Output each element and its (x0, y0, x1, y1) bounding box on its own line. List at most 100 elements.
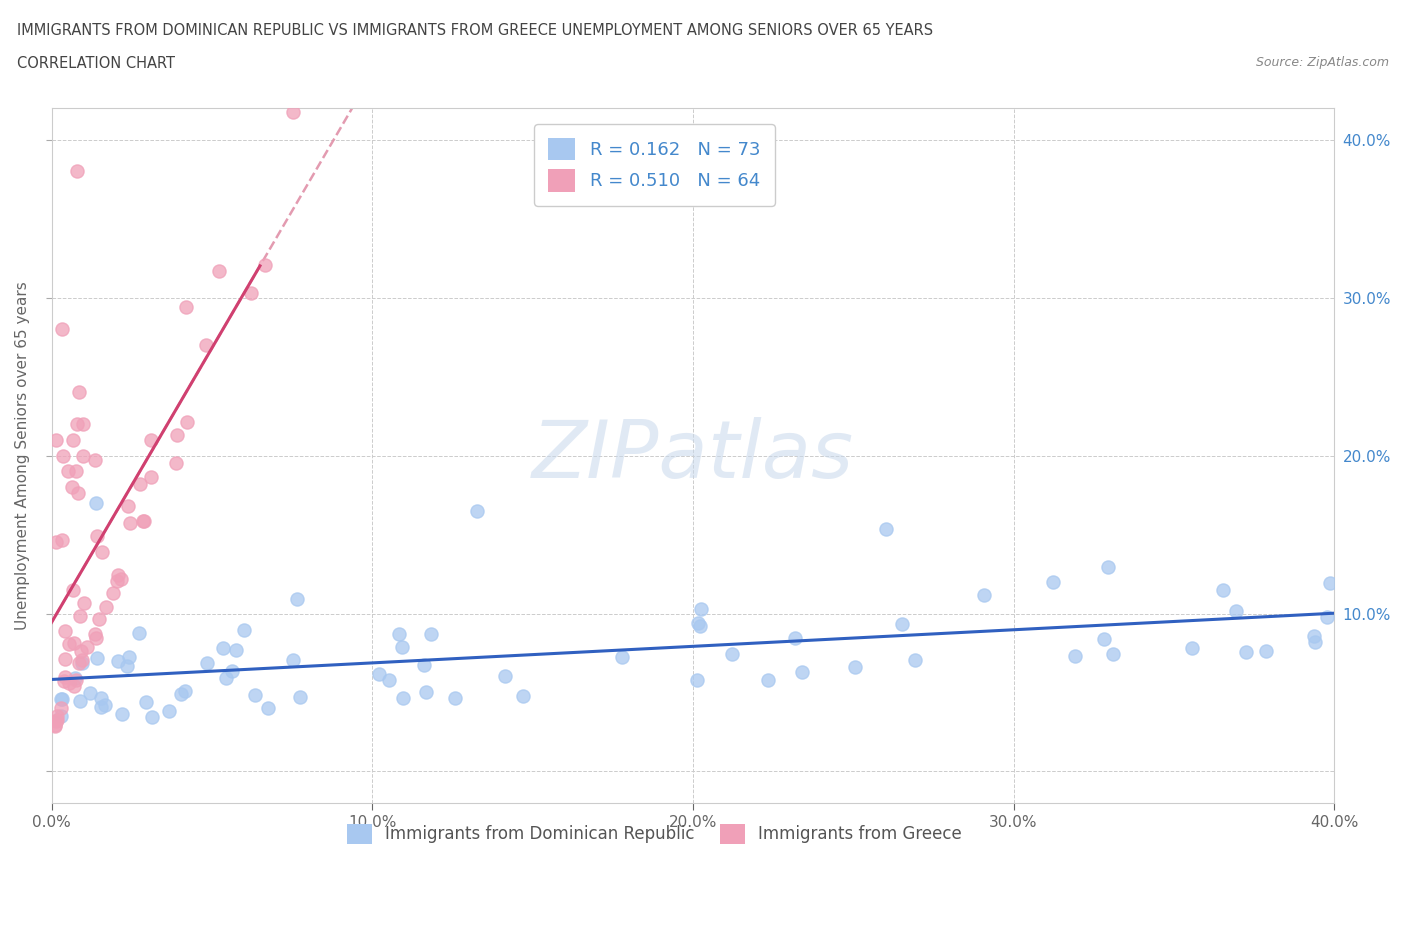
Point (243, 687, 266, 702)
Point (756, 673, 779, 688)
Point (904, 653, 927, 668)
Point (169, 687, 191, 702)
Text: IMMIGRANTS FROM DOMINICAN REPUBLIC VS IMMIGRANTS FROM GREECE UNEMPLOYMENT AMONG : IMMIGRANTS FROM DOMINICAN REPUBLIC VS IM… (17, 23, 934, 38)
Point (105, 573, 128, 588)
Point (211, 641, 233, 656)
Point (84, 626, 107, 641)
Point (111, 707, 134, 722)
Point (721, 646, 744, 661)
Point (208, 264, 231, 279)
Point (239, 286, 262, 301)
Point (141, 709, 163, 724)
Point (62, 432, 84, 447)
Point (225, 643, 247, 658)
Point (84, 453, 107, 468)
Point (174, 299, 197, 314)
Point (288, 689, 311, 704)
Point (415, 684, 437, 699)
Point (128, 476, 150, 491)
Point (176, 415, 198, 430)
Point (52, 448, 75, 463)
Point (117, 658, 139, 673)
Point (55, 651, 77, 666)
Point (285, 591, 308, 606)
Point (67, 485, 90, 500)
Point (1319, 576, 1341, 591)
Point (62, 582, 84, 597)
Point (84, 496, 107, 511)
Point (132, 513, 155, 528)
Point (90, 690, 112, 705)
Point (1225, 604, 1247, 618)
Point (86, 650, 108, 665)
Point (79, 685, 101, 700)
Point (444, 691, 467, 706)
Point (1316, 610, 1339, 625)
Point (512, 688, 534, 703)
Point (1181, 641, 1204, 656)
Point (70, 644, 93, 658)
Point (166, 428, 188, 443)
Point (107, 654, 129, 669)
Point (1212, 582, 1234, 597)
Point (1256, 644, 1278, 658)
Point (45, 432, 67, 447)
Point (283, 653, 305, 668)
Point (197, 656, 219, 671)
Point (53, 670, 76, 684)
Point (76, 640, 98, 655)
Point (65, 672, 87, 687)
Point (785, 631, 807, 645)
Point (72, 448, 94, 463)
Point (94, 698, 117, 713)
Point (60, 480, 83, 495)
Point (173, 684, 195, 698)
Point (221, 663, 243, 678)
Point (844, 659, 866, 674)
Point (101, 586, 124, 601)
Point (53, 623, 76, 638)
Point (90, 544, 112, 559)
Point (58, 675, 80, 690)
Point (118, 649, 141, 664)
Point (419, 626, 441, 641)
Point (69, 694, 91, 709)
Point (1302, 629, 1324, 644)
Point (367, 667, 389, 682)
Point (1097, 560, 1119, 575)
Point (44, 717, 66, 732)
Point (70, 652, 93, 667)
Point (62, 679, 84, 694)
Point (141, 432, 163, 447)
Point (233, 623, 256, 638)
Point (139, 470, 162, 485)
Point (63, 671, 86, 685)
Point (1092, 631, 1115, 646)
Point (51, 533, 73, 548)
Point (686, 616, 709, 631)
Point (128, 625, 150, 640)
Point (388, 627, 411, 642)
Text: Source: ZipAtlas.com: Source: ZipAtlas.com (1256, 56, 1389, 69)
Point (51, 692, 73, 707)
Point (689, 618, 711, 633)
Point (70, 656, 93, 671)
Point (69, 656, 91, 671)
Point (254, 258, 277, 272)
Point (110, 572, 132, 587)
Point (1101, 646, 1123, 661)
Point (686, 673, 709, 688)
Point (117, 498, 139, 513)
Point (215, 671, 238, 685)
Point (44, 718, 66, 733)
Point (165, 456, 187, 471)
Point (72, 595, 94, 610)
Point (465, 503, 488, 518)
Point (58, 636, 80, 651)
Point (612, 649, 634, 664)
Point (49, 700, 72, 715)
Point (257, 701, 280, 716)
Point (45, 712, 67, 727)
Point (94, 600, 117, 615)
Point (51, 709, 73, 724)
